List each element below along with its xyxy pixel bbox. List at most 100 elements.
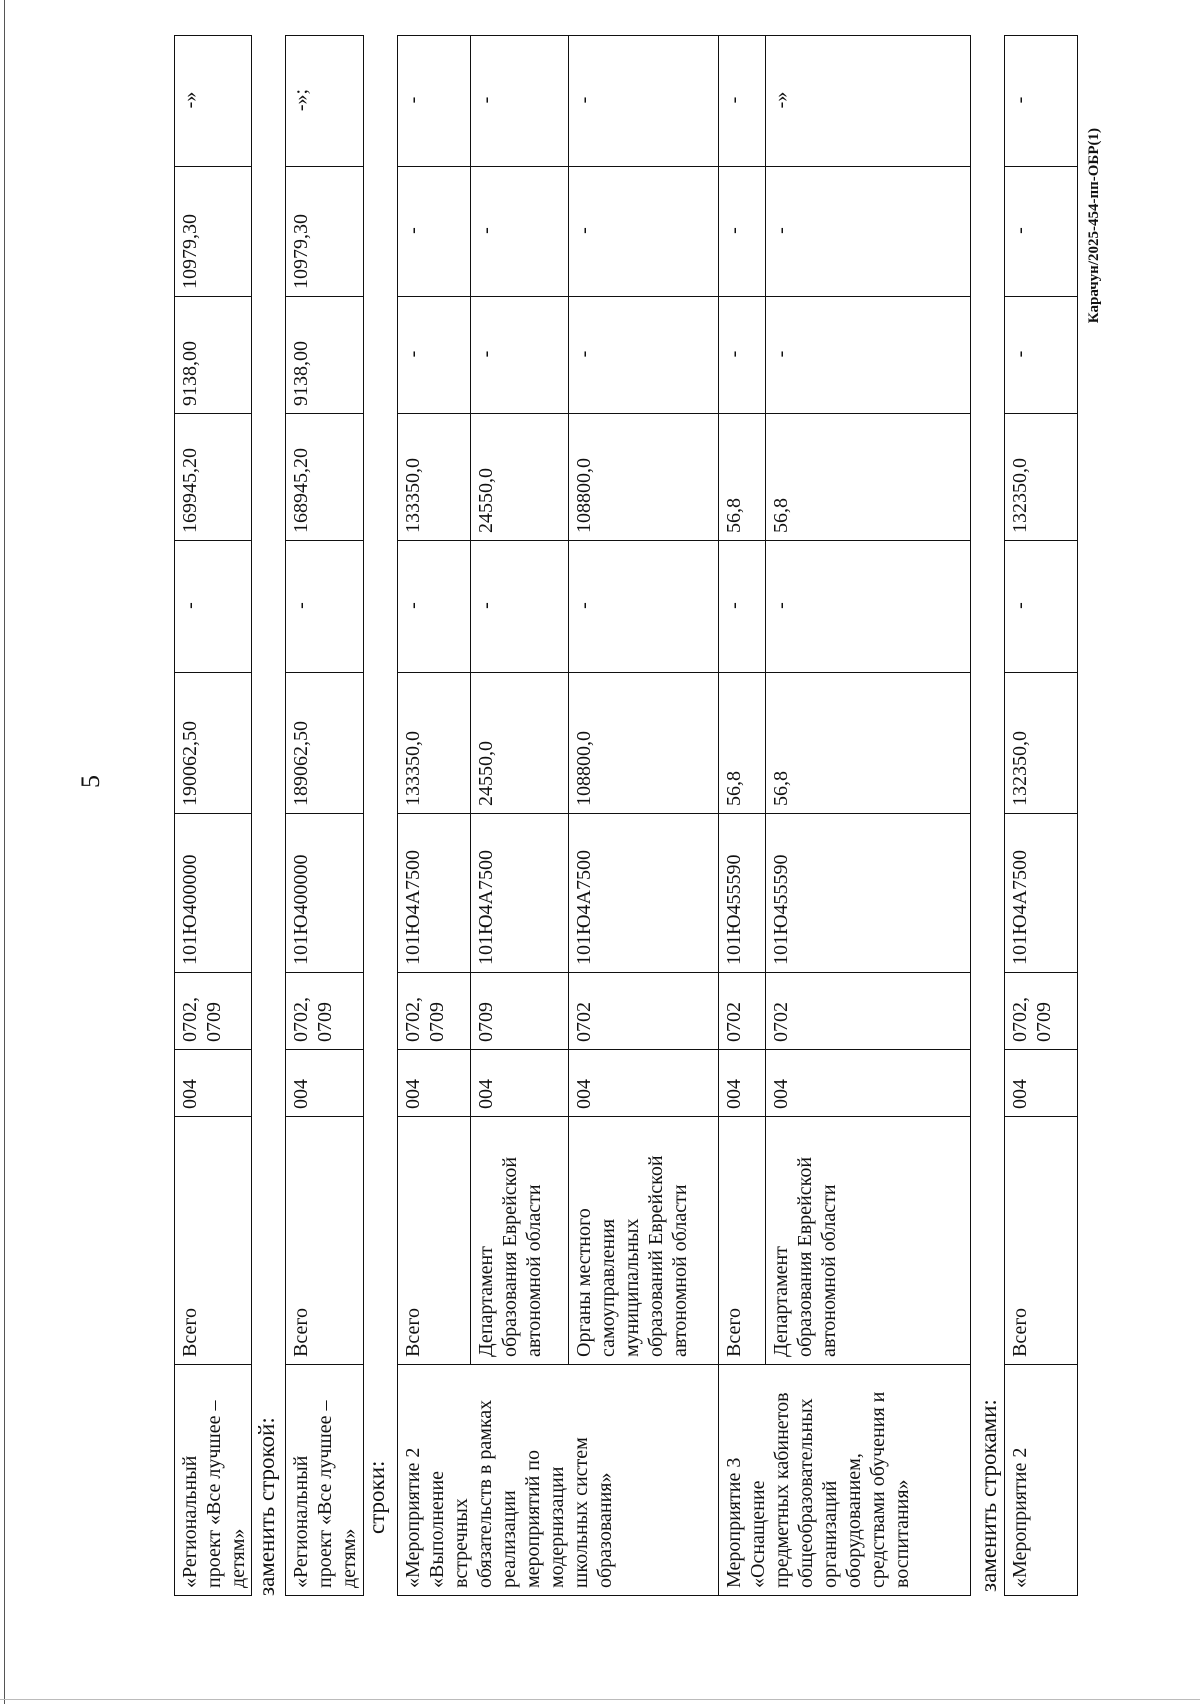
cell-executor: Органы местного самоуправления муниципал… (568, 1116, 719, 1365)
cell-target-article: 101Ю400000 (174, 813, 252, 973)
cell-year-5: - (1004, 35, 1078, 167)
instruction-replace-row: заменить строкой: (254, 1417, 279, 1596)
cell-total: 24550,0 (470, 672, 569, 814)
table-row: Департамент образования Еврейской автоно… (765, 35, 971, 1596)
cell-target-article: 101Ю455590 (718, 813, 766, 973)
cell-year-5: - (397, 35, 471, 167)
cell-grbs: 004 (718, 1049, 766, 1117)
cell-year-3: - (718, 296, 766, 414)
cell-year-3: - (397, 296, 471, 414)
cell-year-2: 169945,20 (174, 413, 252, 541)
cell-year-2: 56,8 (765, 413, 971, 541)
cell-year-5: -» (765, 35, 971, 167)
instruction-replace-rows: заменить строками: (976, 1399, 1001, 1592)
page-number: 5 (76, 775, 105, 788)
cell-year-1: - (568, 540, 719, 673)
cell-section: 0702, 0709 (174, 972, 252, 1050)
cell-year-1: - (174, 540, 252, 673)
cell-year-5: -»; (285, 35, 364, 167)
table-row: «Региональный проект «Все лучшее – детям… (285, 35, 364, 1596)
cell-year-1: - (470, 540, 569, 673)
scan-edge (4, 0, 5, 1704)
cell-grbs: 004 (397, 1049, 471, 1117)
cell-year-5: - (470, 35, 569, 167)
cell-name: «Региональный проект «Все лучшее – детям… (285, 1364, 364, 1596)
cell-year-4: - (397, 166, 471, 297)
table-row: «Мероприятие 2 Всего 004 0702, 0709 101Ю4А75… (1004, 35, 1078, 1596)
table-row: Департамент образования Еврейской автоно… (470, 35, 569, 1596)
cell-total: 132350,0 (1004, 672, 1078, 814)
cell-target-article: 101Ю4А7500 (470, 813, 569, 973)
cell-target-article: 101Ю4А7500 (397, 813, 471, 973)
budget-table-replacement-rows: «Мероприятие 2 Всего 004 0702, 0709 101Ю4А75… (1004, 35, 1078, 1596)
cell-year-4: - (765, 166, 971, 297)
cell-year-1: - (1004, 540, 1078, 673)
instruction-rows: строки: (364, 1460, 389, 1534)
cell-year-5: - (568, 35, 719, 167)
cell-total: 56,8 (718, 672, 766, 814)
table-row: «Региональный проект «Все лучшее – детям… (174, 35, 252, 1596)
cell-name: «Мероприятие 2 «Выполнение встречных обя… (397, 1364, 719, 1596)
cell-year-2: 133350,0 (397, 413, 471, 541)
table-row: «Мероприятие 2 «Выполнение встречных обя… (397, 35, 719, 1596)
cell-year-4: 10979,30 (285, 166, 364, 297)
cell-executor: Департамент образования Еврейской автоно… (470, 1116, 569, 1365)
cell-executor: Департамент образования Еврейской автоно… (765, 1116, 971, 1365)
cell-executor: Всего (1004, 1116, 1078, 1365)
cell-year-2: 132350,0 (1004, 413, 1078, 541)
cell-total: 190062,50 (174, 672, 252, 814)
cell-executor: Всего (718, 1116, 766, 1365)
cell-year-3: - (470, 296, 569, 414)
cell-year-3: - (568, 296, 719, 414)
cell-section: 0702 (765, 972, 971, 1050)
cell-year-2: 168945,20 (285, 413, 364, 541)
budget-table-original-row: «Региональный проект «Все лучшее – детям… (174, 35, 252, 1596)
budget-table-original-rows: «Мероприятие 2 «Выполнение встречных обя… (397, 35, 971, 1596)
cell-grbs: 004 (765, 1049, 971, 1117)
cell-year-4: 10979,30 (174, 166, 252, 297)
budget-table-replacement-row: «Региональный проект «Все лучшее – детям… (285, 35, 364, 1596)
cell-name: Мероприятие 3 «Оснащение предметных каби… (718, 1364, 971, 1596)
cell-year-4: - (718, 166, 766, 297)
cell-year-3: 9138,00 (174, 296, 252, 414)
cell-year-5: - (718, 35, 766, 167)
table-row: Органы местного самоуправления муниципал… (568, 35, 719, 1596)
cell-name: «Мероприятие 2 (1004, 1364, 1078, 1596)
cell-executor: Всего (397, 1116, 471, 1365)
cell-year-4: - (470, 166, 569, 297)
cell-total: 189062,50 (285, 672, 364, 814)
cell-grbs: 004 (174, 1049, 252, 1117)
cell-year-1: - (765, 540, 971, 673)
cell-total: 56,8 (765, 672, 971, 814)
cell-section: 0702, 0709 (285, 972, 364, 1050)
cell-total: 108800,0 (568, 672, 719, 814)
cell-year-3: 9138,00 (285, 296, 364, 414)
table-row: Мероприятие 3 «Оснащение предметных каби… (718, 35, 971, 1596)
cell-name: «Региональный проект «Все лучшее – детям… (174, 1364, 252, 1596)
cell-year-2: 56,8 (718, 413, 766, 541)
cell-section: 0702, 0709 (1004, 972, 1078, 1050)
cell-section: 0709 (470, 972, 569, 1050)
cell-grbs: 004 (470, 1049, 569, 1117)
cell-year-4: - (1004, 166, 1078, 297)
cell-year-2: 108800,0 (568, 413, 719, 541)
cell-total: 133350,0 (397, 672, 471, 814)
cell-year-5: -» (174, 35, 252, 167)
cell-year-1: - (718, 540, 766, 673)
cell-grbs: 004 (1004, 1049, 1078, 1117)
cell-section: 0702, 0709 (397, 972, 471, 1050)
cell-target-article: 101Ю400000 (285, 813, 364, 973)
cell-executor: Всего (285, 1116, 364, 1365)
cell-year-2: 24550,0 (470, 413, 569, 541)
cell-target-article: 101Ю4А7500 (1004, 813, 1078, 973)
cell-year-4: - (568, 166, 719, 297)
cell-year-3: - (765, 296, 971, 414)
cell-section: 0702 (568, 972, 719, 1050)
cell-section: 0702 (718, 972, 766, 1050)
cell-executor: Всего (174, 1116, 252, 1365)
cell-year-1: - (285, 540, 364, 673)
cell-grbs: 004 (568, 1049, 719, 1117)
cell-target-article: 101Ю455590 (765, 813, 971, 973)
cell-grbs: 004 (285, 1049, 364, 1117)
